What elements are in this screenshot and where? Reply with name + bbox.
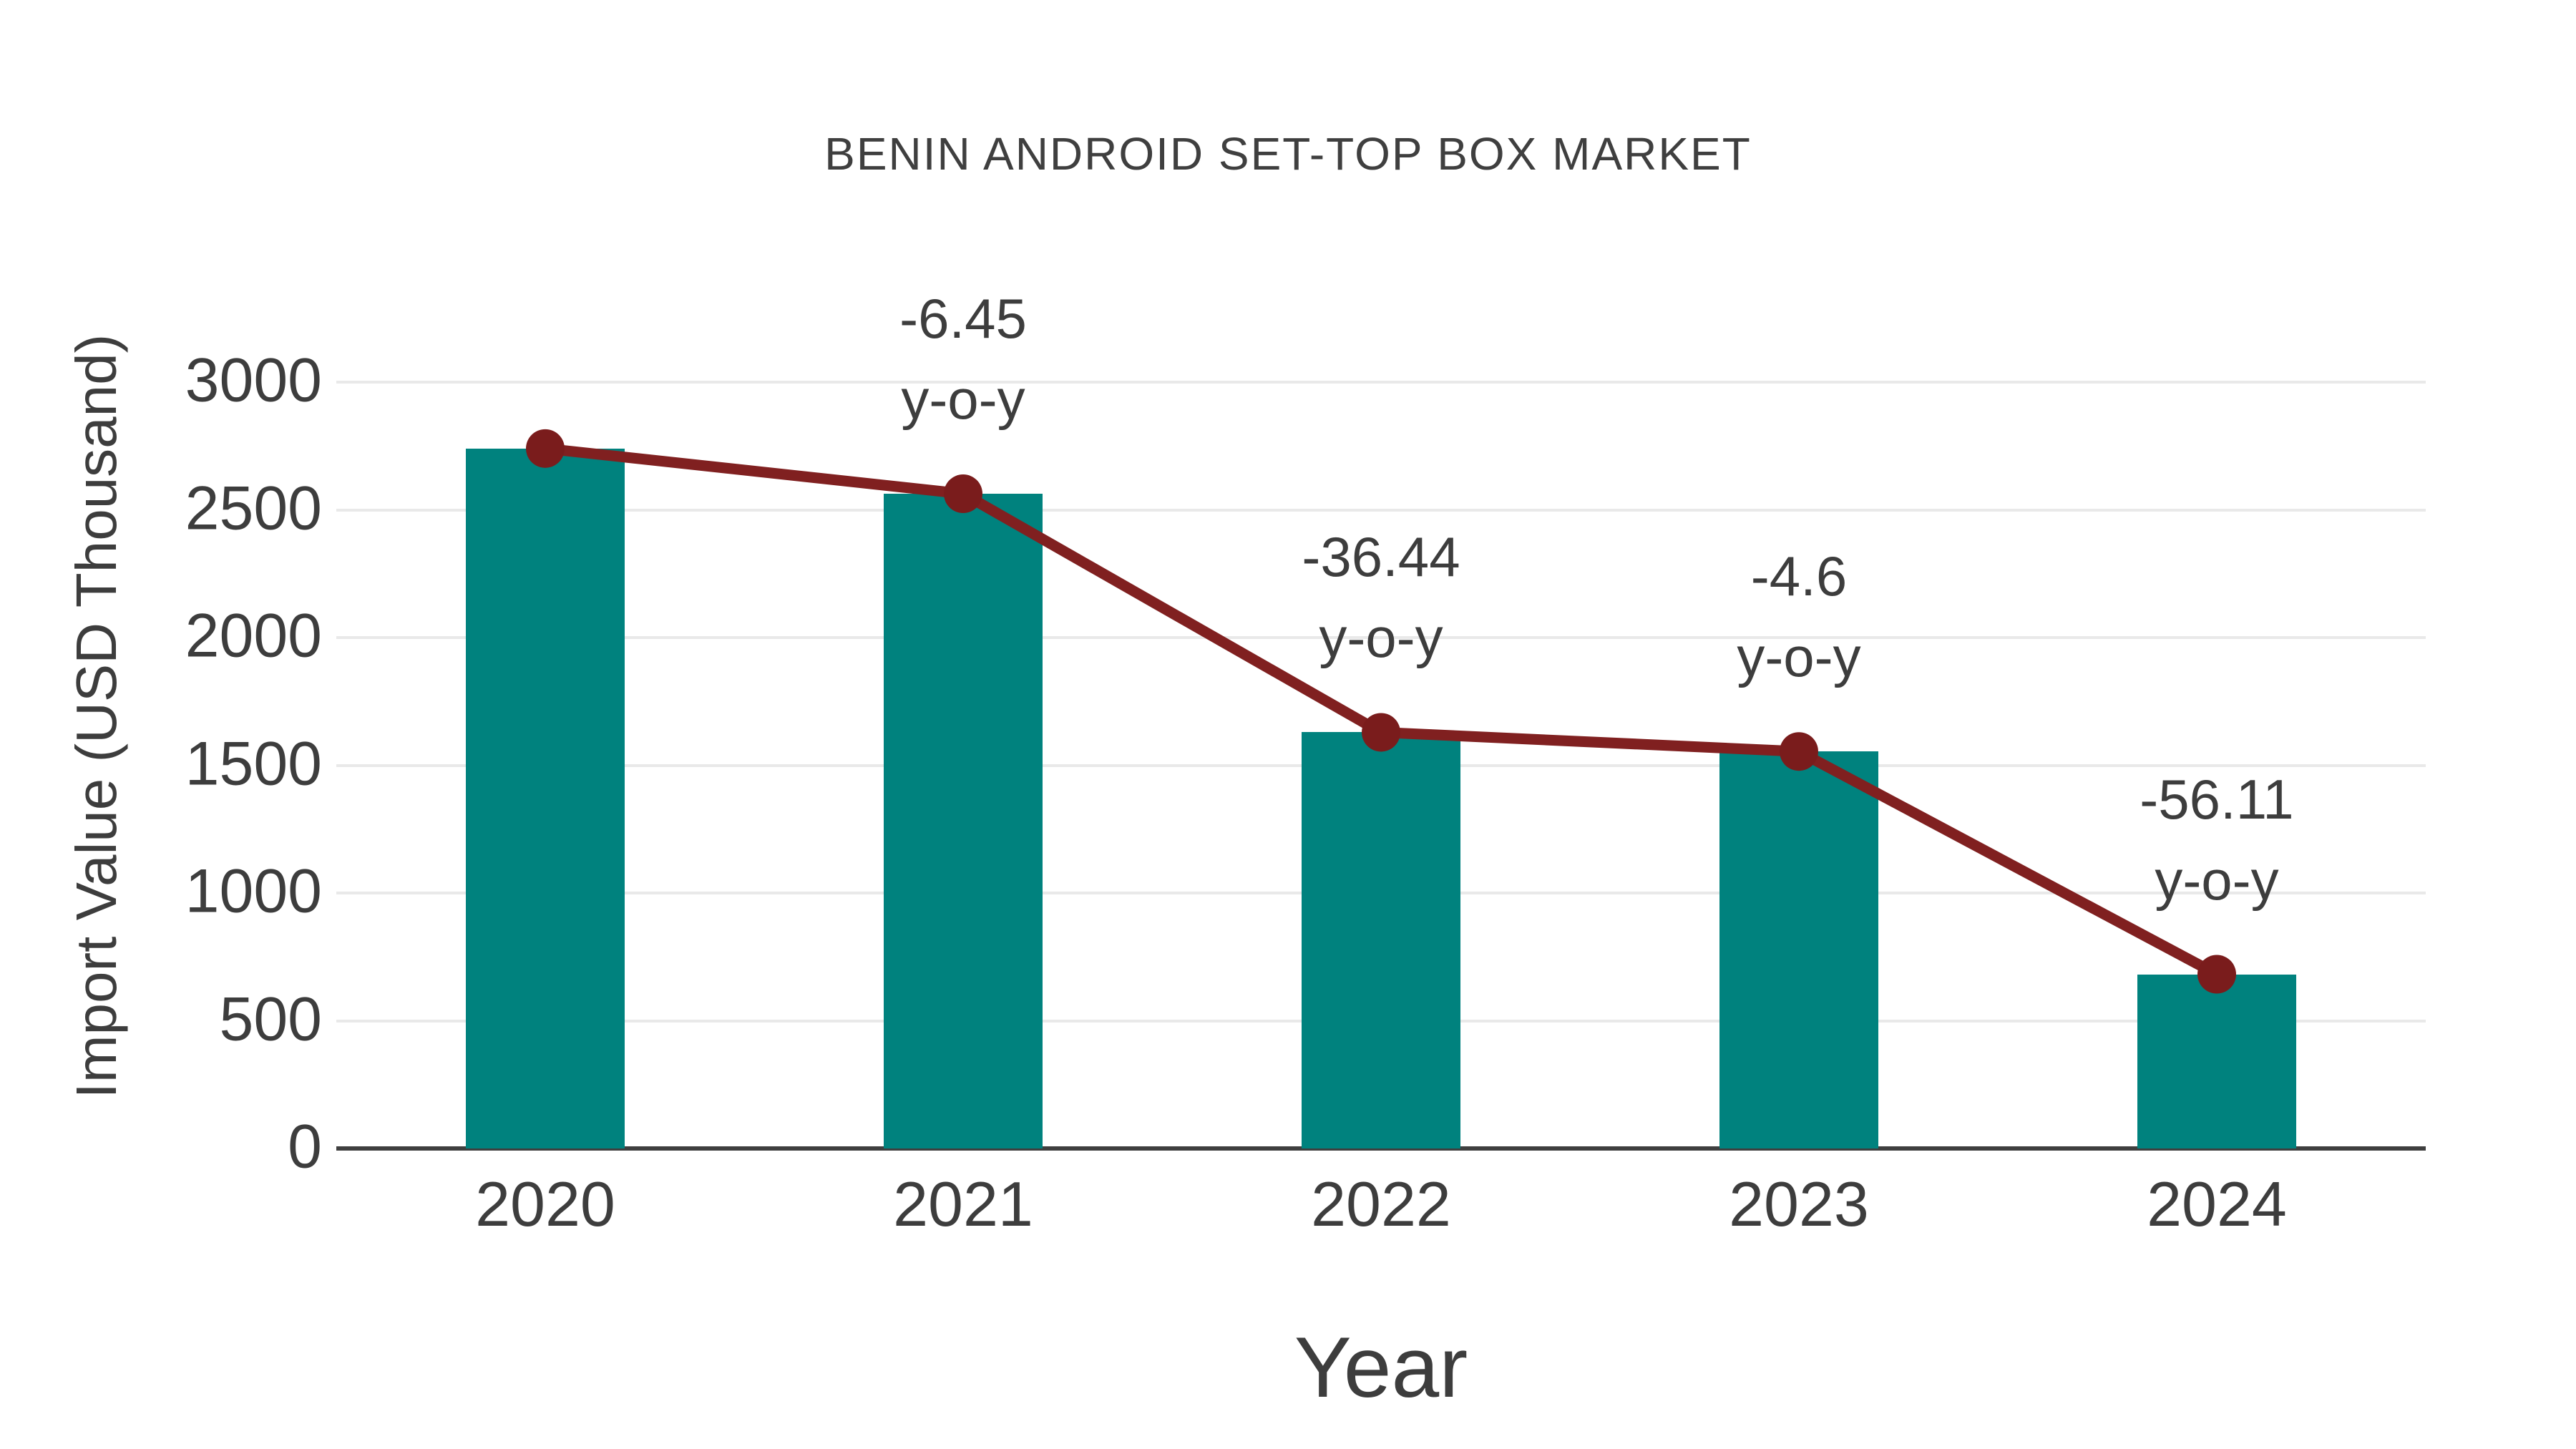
yoy-annotation-2024: -56.11 y-o-y xyxy=(1945,759,2489,921)
gridline-y-3000 xyxy=(336,381,2426,384)
yoy-annotation-2021: -6.45 y-o-y xyxy=(691,278,1235,440)
x-axis-line xyxy=(336,1146,2426,1151)
x-tick-label-2023: 2023 xyxy=(1729,1169,1869,1239)
gridline-y-2500 xyxy=(336,508,2426,512)
yoy-suffix-2021: y-o-y xyxy=(901,368,1025,431)
yoy-value-2024: -56.11 xyxy=(2140,767,2294,831)
bar-2022 xyxy=(1302,732,1460,1148)
y-tick-label-2000: 2000 xyxy=(185,601,322,670)
y-tick-label-3000: 3000 xyxy=(185,346,322,415)
yoy-suffix-2024: y-o-y xyxy=(2155,848,2279,912)
x-axis-title: Year xyxy=(1294,1319,1468,1415)
trend-marker-2023 xyxy=(1780,732,1818,771)
trend-marker-2021 xyxy=(944,474,982,514)
chart-title: BENIN ANDROID SET-TOP BOX MARKET xyxy=(824,128,1752,180)
trend-marker-2024 xyxy=(2197,955,2236,994)
x-tick-label-2020: 2020 xyxy=(475,1169,615,1239)
y-tick-label-0: 0 xyxy=(288,1112,322,1181)
trend-marker-2022 xyxy=(1362,713,1400,752)
yoy-value-2022: -36.44 xyxy=(1302,525,1460,589)
y-tick-label-2500: 2500 xyxy=(185,474,322,543)
trend-marker-2020 xyxy=(526,429,565,468)
y-tick-label-500: 500 xyxy=(219,985,323,1054)
yoy-suffix-2022: y-o-y xyxy=(1319,606,1443,670)
x-tick-label-2022: 2022 xyxy=(1311,1169,1451,1239)
yoy-value-2023: -4.6 xyxy=(1750,545,1848,608)
bar-2023 xyxy=(1719,751,1878,1148)
x-tick-label-2024: 2024 xyxy=(2147,1169,2287,1239)
y-tick-label-1000: 1000 xyxy=(185,857,322,926)
yoy-value-2021: -6.45 xyxy=(899,287,1027,350)
yoy-annotation-2023: -4.6 y-o-y xyxy=(1527,536,2071,698)
gridline-y-2000 xyxy=(336,636,2426,639)
yoy-annotation-2022: -36.44 y-o-y xyxy=(1109,517,1653,678)
bar-2020 xyxy=(466,448,625,1148)
x-tick-label-2021: 2021 xyxy=(893,1169,1033,1239)
y-tick-label-1500: 1500 xyxy=(185,729,322,799)
bar-2021 xyxy=(884,494,1043,1148)
yoy-suffix-2023: y-o-y xyxy=(1737,625,1861,689)
bar-2024 xyxy=(2137,974,2296,1148)
